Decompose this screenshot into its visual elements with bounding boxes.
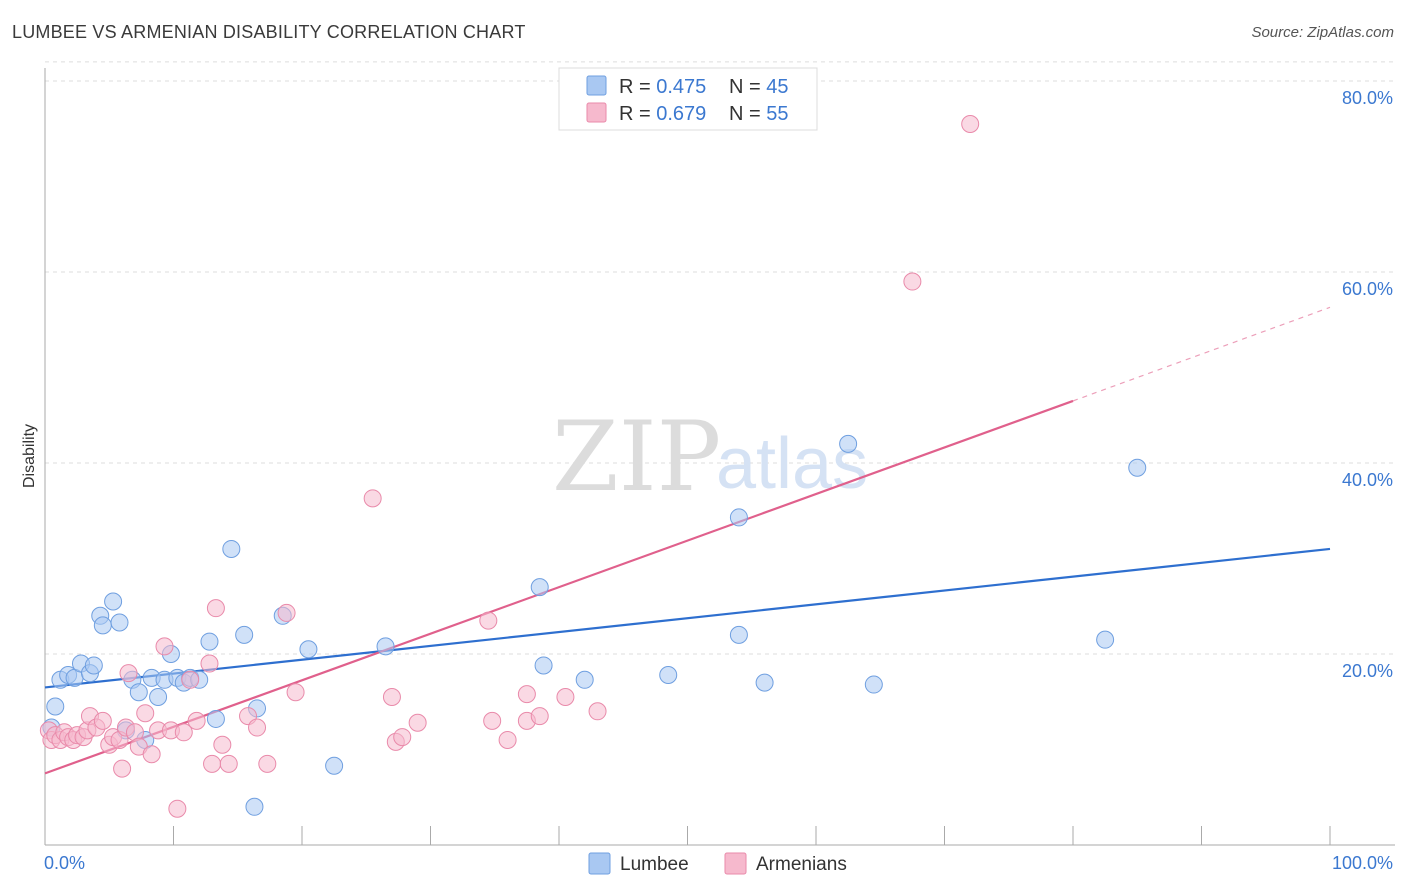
lumbee-point [235,625,254,644]
axes [44,68,1395,846]
armenian-point [174,723,193,742]
armenian-point [363,489,382,508]
legend-n-label: N = [729,103,766,125]
armenian-point [588,702,607,721]
legend-r-value: 0.475 [656,76,706,98]
armenian-point [393,728,412,747]
armenian-point [286,683,305,702]
armenian-point [219,754,238,773]
svg-text:R = 0.679: R = 0.679 [619,103,706,125]
lumbee-point [46,697,65,716]
lumbee-point [200,632,219,651]
armenian-point [200,654,219,673]
bottom-legend-swatch-lumbee [588,852,611,875]
lumbee-point [729,508,748,527]
watermark-zip: ZIP [552,401,721,513]
armenian-point [206,599,225,618]
lumbee-point [93,616,112,635]
y-axis-label: Disability [21,424,38,488]
armenian-trend-extension [1072,306,1331,402]
bottom-legend-lumbee: Lumbee [620,854,689,875]
armenian-point [168,799,187,818]
legend-n-value: 55 [766,103,788,125]
y-tick-label: 40.0% [1342,470,1393,490]
y-tick-label: 60.0% [1342,279,1393,299]
lumbee-point [530,578,549,597]
lumbee-point [659,666,678,685]
lumbee-point [299,640,318,659]
svg-text:N = 55: N = 55 [729,103,789,125]
lumbee-point [1128,458,1147,477]
armenian-point [213,735,232,754]
lumbee-point [1096,630,1115,649]
legend-swatch-armenians [586,102,607,123]
lumbee-point [245,797,264,816]
legend-box: R = 0.475 N = 45 R = 0.679 N = 55 [558,67,818,131]
armenian-point [155,637,174,656]
lumbee-point [84,656,103,675]
armenian-point [498,730,517,749]
armenian-point [530,707,549,726]
lumbee-point [755,673,774,692]
bottom-legend-swatch-armenians [724,852,747,875]
lumbee-point [729,625,748,644]
armenian-point [479,611,498,630]
bottom-legend-armenians: Armenians [756,854,847,875]
armenian-point [258,754,277,773]
lumbee-point [104,592,123,611]
lumbee-point [206,709,225,728]
legend-n-value: 45 [766,76,788,98]
lumbee-point [376,637,395,656]
x-tick-label: 100.0% [1332,853,1393,873]
lumbee-point [222,539,241,558]
data-points [39,114,1147,818]
legend-r-label: R = [619,103,656,125]
y-tick-label: 20.0% [1342,661,1393,681]
lumbee-point [110,613,129,632]
chart-title: LUMBEE VS ARMENIAN DISABILITY CORRELATIO… [12,22,526,42]
svg-text:R = 0.475: R = 0.475 [619,76,706,98]
armenian-point [382,687,401,706]
armenian-point [556,687,575,706]
bottom-legend: Lumbee Armenians [588,852,847,875]
armenian-point [248,718,267,737]
armenian-point [903,272,922,291]
gridlines [45,61,1395,655]
armenian-point [187,711,206,730]
armenian-point [483,711,502,730]
svg-text:N = 45: N = 45 [729,76,789,98]
armenian-point [408,713,427,732]
y-tick-label: 80.0% [1342,88,1393,108]
armenian-point [961,114,980,133]
armenian-point [181,670,200,689]
armenian-point [119,664,138,683]
lumbee-point [839,434,858,453]
lumbee-trend-line [44,547,1331,689]
source-label: Source: ZipAtlas.com [1251,24,1394,41]
legend-swatch-lumbee [586,75,607,96]
x-tick-label: 0.0% [44,853,85,873]
lumbee-point [149,687,168,706]
armenian-point [136,704,155,723]
lumbee-point [325,756,344,775]
armenian-point [142,745,161,764]
armenian-point [517,685,536,704]
lumbee-point [864,675,883,694]
trend-lines [44,306,1331,775]
watermark: ZIP atlas [552,401,868,513]
legend-r-label: R = [619,76,656,98]
tick-labels: 20.0% 40.0% 60.0% 80.0% 0.0% 100.0% [44,88,1393,873]
armenian-point [203,754,222,773]
lumbee-point [534,656,553,675]
lumbee-point [575,670,594,689]
armenian-point [93,711,112,730]
legend-r-value: 0.679 [656,103,706,125]
legend-n-label: N = [729,76,766,98]
armenian-point [277,603,296,622]
armenian-point [113,759,132,778]
lumbee-point [129,683,148,702]
